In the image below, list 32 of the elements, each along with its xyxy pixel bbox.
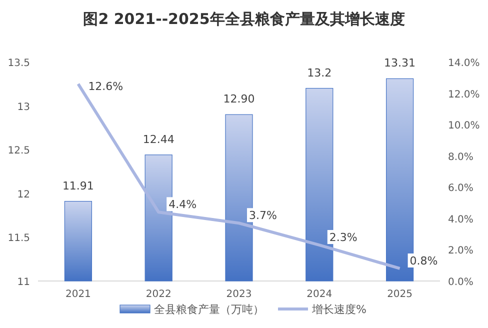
y2-tick-label: 4.0% [448, 214, 474, 226]
x-tick-label: 2022 [146, 289, 172, 300]
y2-tick-label: 12.0% [448, 89, 480, 100]
data-label: 11.91 [62, 179, 94, 192]
legend-label: 全县粮食产量（万吨） [154, 303, 264, 316]
legend-label: 增长速度% [311, 303, 366, 316]
data-label: 12.90 [223, 92, 255, 106]
x-tick-label: 2021 [65, 289, 91, 300]
y-tick-label: 12.5 [8, 146, 30, 157]
x-tick-label: 2023 [226, 289, 252, 300]
x-tick-label: 2024 [306, 289, 332, 300]
chart-title: 图2 2021--2025年全县粮食产量及其增长速度 [83, 10, 405, 28]
y2-tick-label: 14.0% [448, 58, 480, 69]
y2-tick-label: 8.0% [448, 152, 474, 163]
y-tick-label: 11.5 [8, 233, 30, 244]
data-label: 0.8% [410, 254, 438, 268]
data-label: 2.3% [329, 231, 358, 244]
y2-tick-label: 2.0% [448, 246, 474, 257]
y2-tick-label: 0.0% [448, 277, 474, 288]
y2-tick-label: 10.0% [448, 120, 480, 132]
y-tick-label: 13.5 [8, 58, 30, 69]
data-label: 12.44 [142, 132, 174, 146]
y-tick-label: 13 [17, 102, 30, 113]
y-tick-label: 11 [17, 277, 30, 288]
y2-tick-label: 6.0% [448, 183, 474, 194]
y-tick-label: 12 [17, 189, 30, 200]
data-label: 3.7% [249, 209, 277, 222]
data-label: 13.2 [307, 66, 332, 80]
data-label: 4.4% [168, 198, 197, 212]
data-label: 12.6% [88, 80, 124, 93]
data-label: 13.31 [384, 56, 416, 70]
x-tick-label: 2025 [387, 289, 413, 300]
